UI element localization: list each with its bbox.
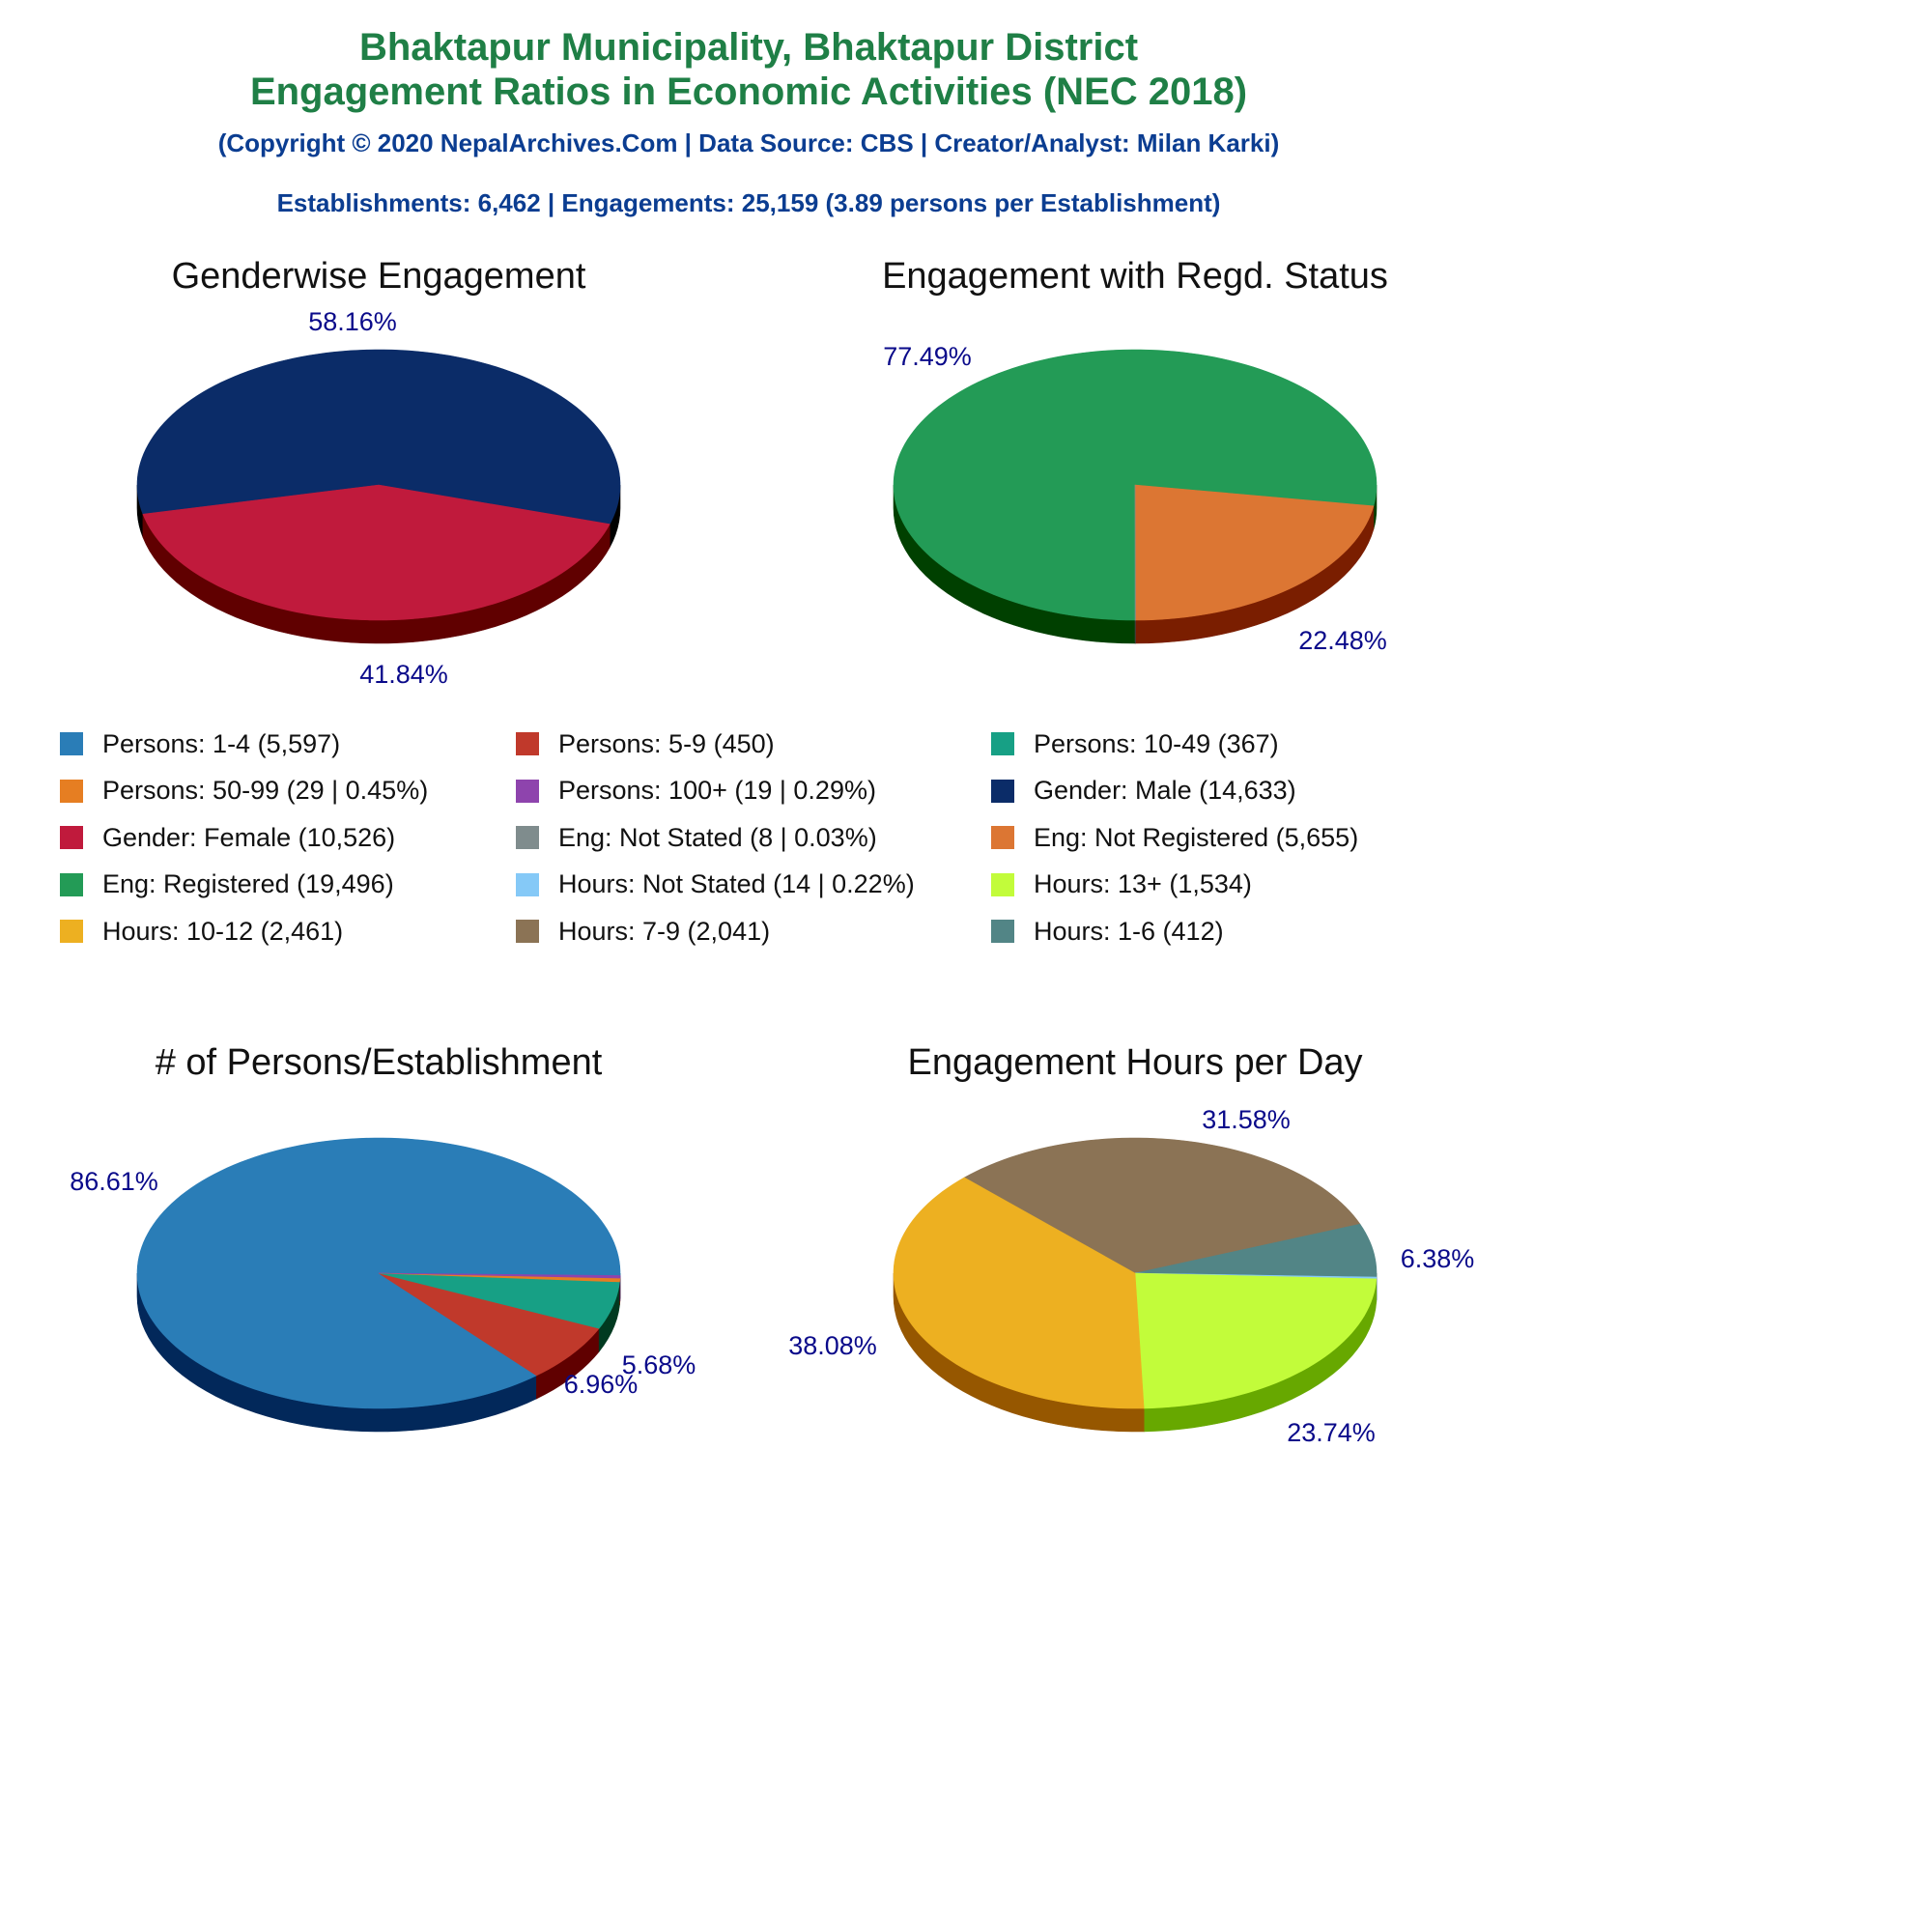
legend-label: Hours: 13+ (1,534) (1034, 869, 1252, 898)
legend-label: Gender: Female (10,526) (102, 822, 396, 852)
pie-slice (378, 1272, 621, 1279)
legend-item: Persons: 50-99 (29 | 0.45%) (60, 772, 428, 810)
legend-item: Hours: Not Stated (14 | 0.22%) (516, 866, 915, 904)
legend-label: Eng: Not Stated (8 | 0.03%) (558, 822, 877, 852)
slice-label: 31.58% (1202, 1105, 1291, 1134)
pie-chart-3: # of Persons/Establishment 86.61% 6.96%5.6… (70, 1042, 696, 1433)
legend-swatch (991, 826, 1014, 849)
pie-charts-canvas: Genderwise Engagement 58.16% 41.84% Engagem… (70, 256, 1474, 1447)
legend-swatch (516, 920, 539, 943)
legend-swatch (60, 920, 83, 943)
legend-item: Hours: 7-9 (2,041) (516, 912, 770, 951)
legend-label: Hours: 1-6 (412) (1034, 916, 1224, 946)
pie-slice (378, 1272, 600, 1377)
legend-swatch (516, 779, 539, 803)
legend-swatch (60, 732, 83, 755)
legend-swatch (516, 872, 539, 896)
pie-slice (1134, 484, 1136, 621)
legend-label: Gender: Male (14,633) (1034, 776, 1296, 805)
slice-label: 86.61% (70, 1167, 158, 1196)
legend-swatch (991, 779, 1014, 803)
pie-title: Genderwise Engagement (172, 256, 586, 297)
pie-chart-2: Engagement with Regd. Status 77.49% 22.48% (882, 256, 1388, 655)
slice-label: 77.49% (883, 342, 972, 371)
legend-label: Persons: 100+ (19 | 0.29%) (558, 776, 876, 805)
legend-item: Persons: 1-4 (5,597) (60, 724, 340, 763)
pie-slice (893, 1177, 1145, 1409)
legend-item: Gender: Female (10,526) (60, 818, 395, 857)
pie-slice (1134, 1223, 1378, 1278)
pie-side-wall (1134, 619, 1136, 644)
legend-item: Eng: Registered (19,496) (60, 866, 394, 904)
legend-item: Eng: Not Registered (5,655) (991, 818, 1358, 857)
pie-slice (963, 1137, 1361, 1274)
pie-chart-1: Genderwise Engagement 58.16% 41.84% (136, 256, 621, 689)
pie-slice (1134, 484, 1375, 621)
legend-swatch (60, 826, 83, 849)
legend-swatch (991, 732, 1014, 755)
legend-item: Hours: 10-12 (2,461) (60, 912, 343, 951)
pie-slice (142, 484, 611, 621)
pie-chart-4: Engagement Hours per Day 31.58% 6.38% 23.74… (788, 1042, 1474, 1447)
pie-title: Engagement Hours per Day (907, 1042, 1362, 1083)
slice-label: 6.38% (1401, 1244, 1475, 1273)
legend-label: Hours: Not Stated (14 | 0.22%) (558, 869, 915, 898)
legend-item: Persons: 5-9 (450) (516, 724, 775, 763)
legend-label: Persons: 1-4 (5,597) (102, 728, 341, 758)
slice-label: 41.84% (359, 660, 448, 689)
legend-item: Hours: 1-6 (412) (991, 912, 1224, 951)
copyright-line: (Copyright © 2020 NepalArchives.Com | Da… (217, 128, 1280, 157)
legend-item: Eng: Not Stated (8 | 0.03%) (516, 818, 877, 857)
slice-label: 38.08% (788, 1331, 877, 1360)
legend-label: Eng: Not Registered (5,655) (1034, 822, 1359, 852)
legend-item: Persons: 10-49 (367) (991, 724, 1279, 763)
chart-title-line2: Engagement Ratios in Economic Activities… (249, 71, 1248, 113)
slice-label: 6.96% (564, 1370, 639, 1399)
legend-swatch (516, 826, 539, 849)
legend-swatch (60, 872, 83, 896)
legend-item: Persons: 100+ (19 | 0.29%) (516, 772, 876, 810)
legend-label: Persons: 50-99 (29 | 0.45%) (102, 776, 429, 805)
summary-line: Establishments: 6,462 | Engagements: 25,… (276, 188, 1221, 217)
legend-swatch (516, 732, 539, 755)
pie-title: Engagement with Regd. Status (882, 256, 1388, 297)
pie-slice (1134, 1272, 1378, 1409)
legend-swatch (991, 872, 1014, 896)
legend-label: Eng: Registered (19,496) (102, 869, 394, 898)
legend-item: Gender: Male (14,633) (991, 772, 1296, 810)
slice-label: 5.68% (622, 1350, 696, 1379)
legend-label: Hours: 7-9 (2,041) (558, 916, 771, 946)
legend-swatch (60, 779, 83, 803)
legend-label: Hours: 10-12 (2,461) (102, 916, 344, 946)
pie-slice (378, 1272, 620, 1329)
pie-title: # of Persons/Establishment (156, 1042, 603, 1083)
legend-label: Persons: 5-9 (450) (558, 728, 775, 758)
legend-swatch (991, 920, 1014, 943)
chart-title-line1: Bhaktapur Municipality, Bhaktapur Distri… (358, 26, 1139, 69)
slice-label: 58.16% (308, 307, 397, 336)
pie-slice (136, 349, 621, 525)
legend-label: Persons: 10-49 (367) (1034, 728, 1279, 758)
slice-label: 22.48% (1298, 626, 1387, 655)
legend-item: Hours: 13+ (1,534) (991, 866, 1252, 904)
slice-label: 23.74% (1287, 1418, 1376, 1447)
